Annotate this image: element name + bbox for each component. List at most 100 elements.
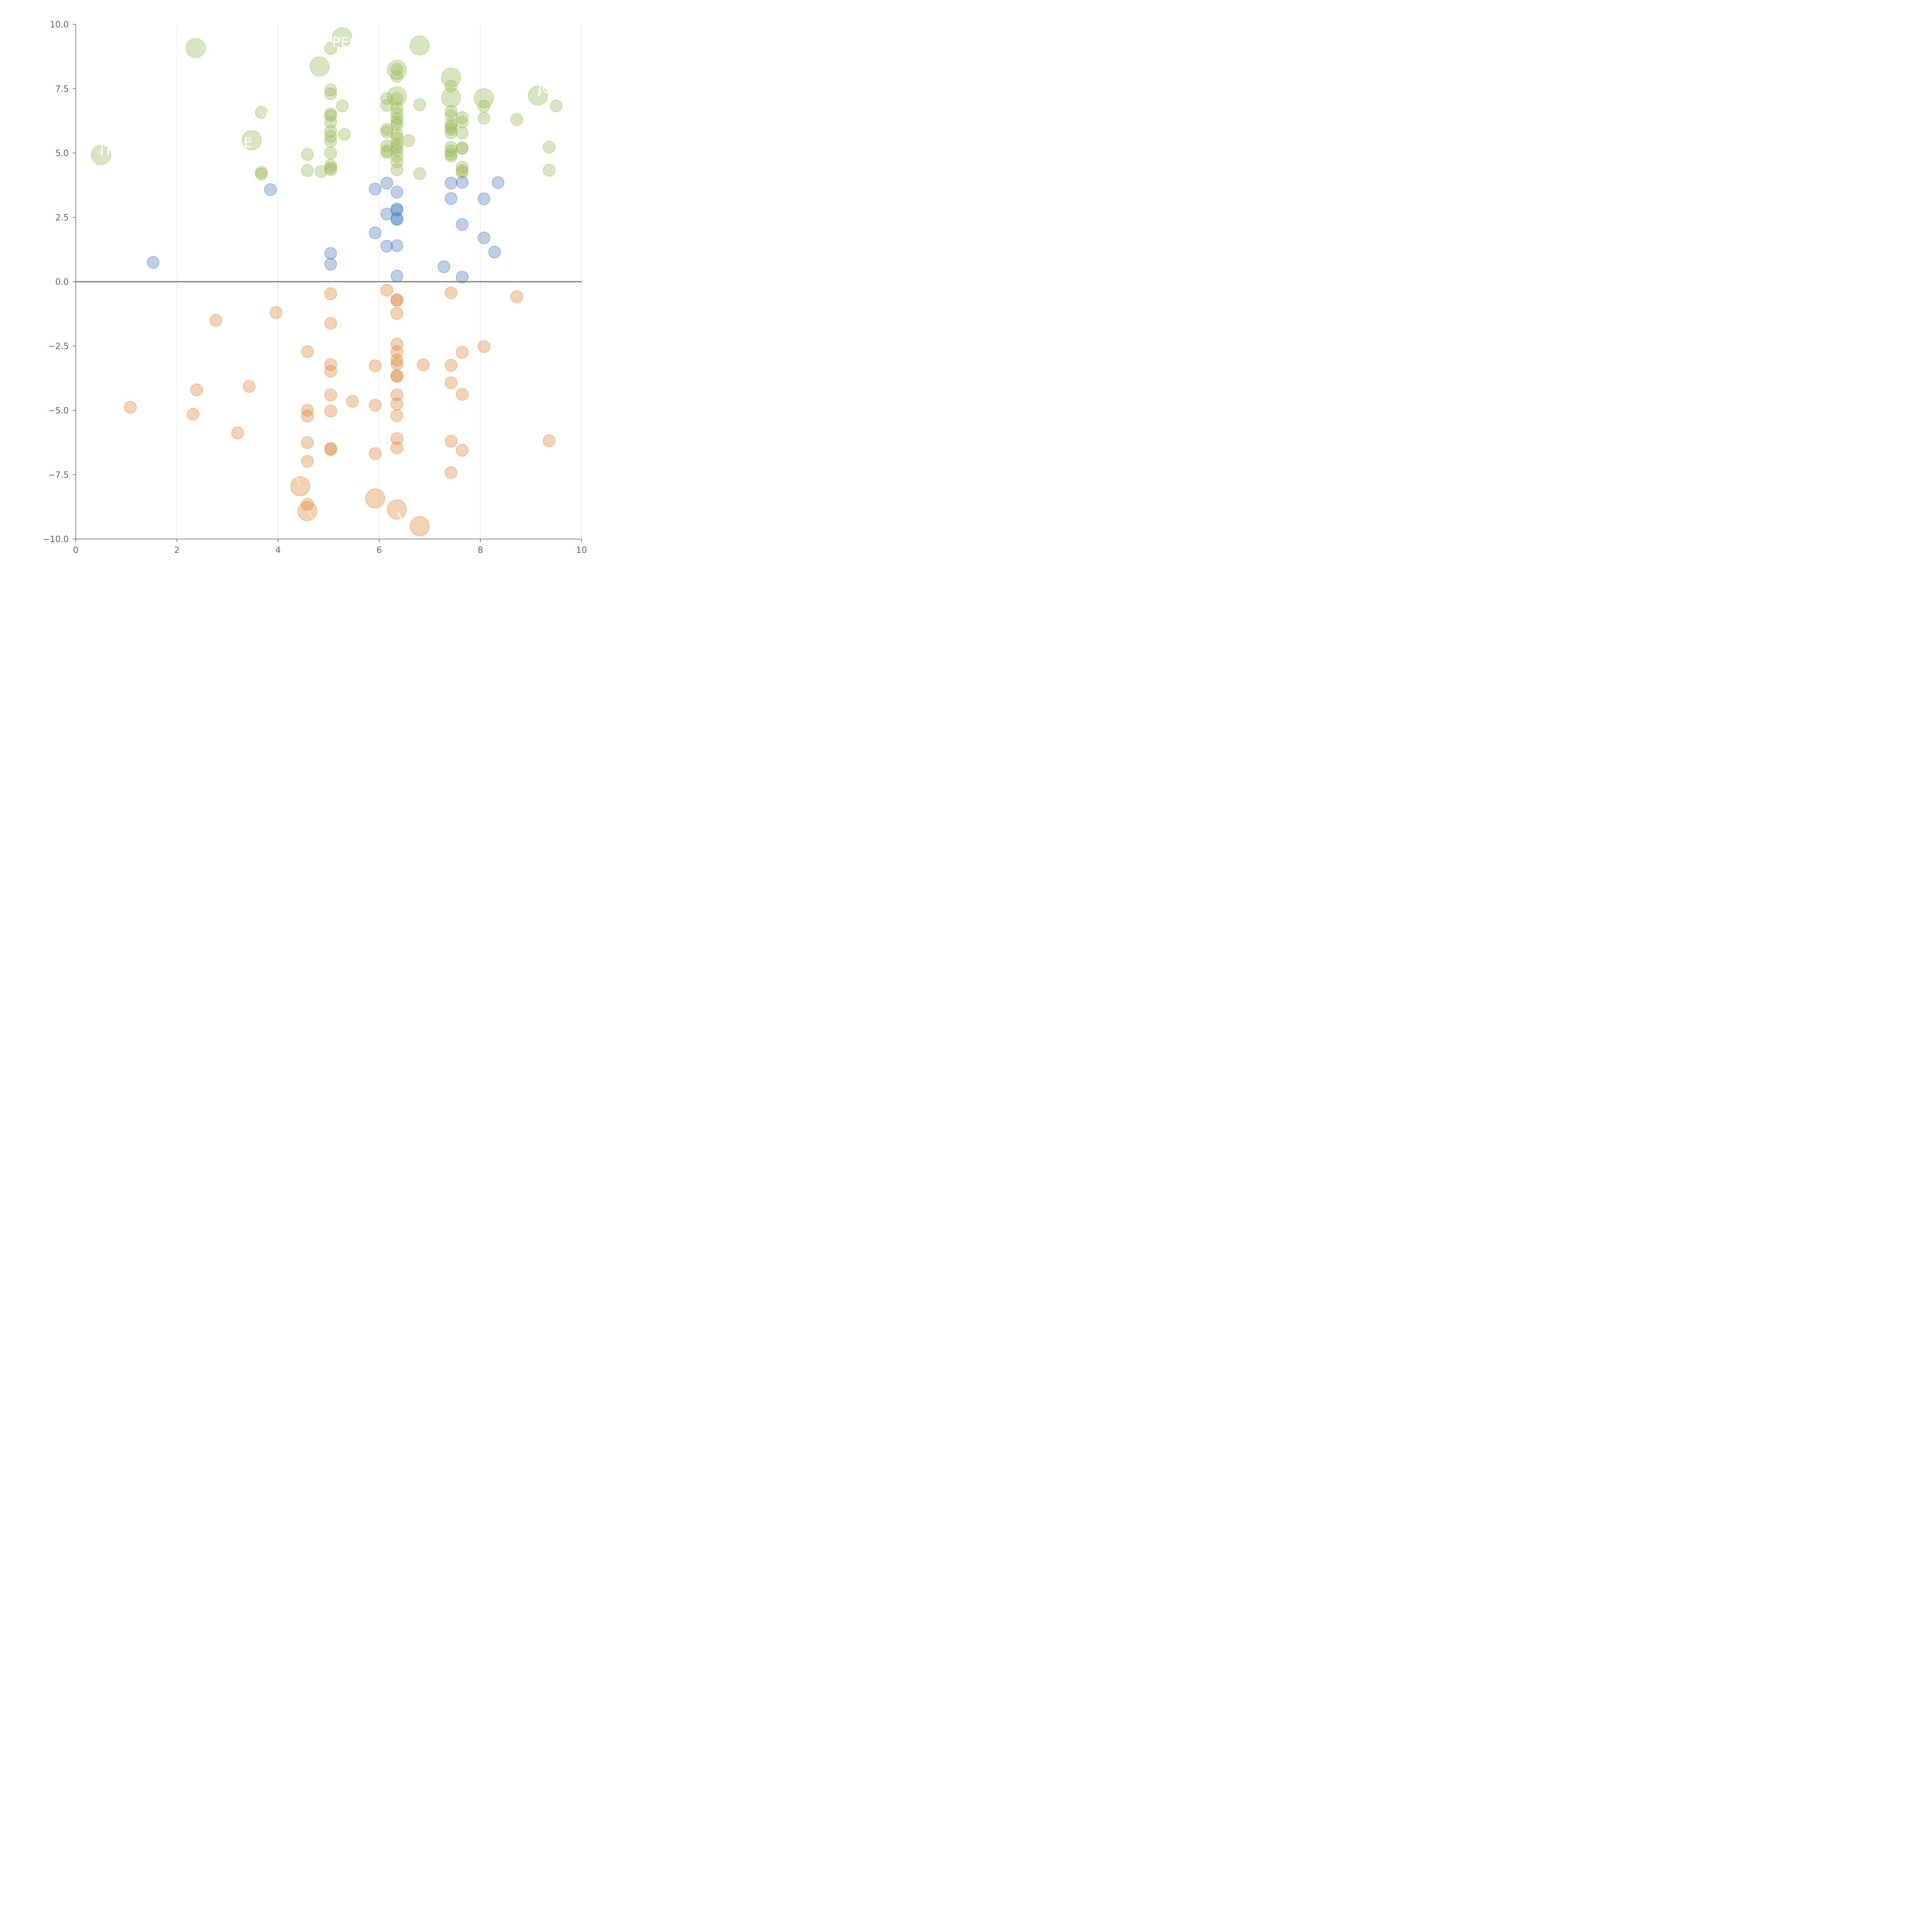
bubble-positive bbox=[324, 159, 337, 172]
bubble-positive bbox=[445, 80, 457, 93]
y-tick-label: 10.0 bbox=[50, 20, 69, 30]
bubble-positive bbox=[380, 99, 393, 112]
bubble-positive bbox=[336, 99, 349, 112]
bubble-neutral bbox=[437, 260, 451, 273]
bubble-neutral bbox=[264, 183, 277, 196]
bubble-labels: PEC JC ITI EI C Vr bbox=[100, 35, 552, 528]
bubble-positive bbox=[445, 126, 457, 139]
x-tick-label: 8 bbox=[478, 546, 483, 555]
bubble-negative bbox=[301, 498, 314, 511]
bubble-negative bbox=[187, 408, 199, 421]
bubble-negative bbox=[301, 410, 314, 422]
x-tick-label: 6 bbox=[376, 546, 382, 555]
bubble-negative bbox=[390, 409, 403, 422]
bubble-positive bbox=[390, 63, 403, 76]
bubble-positive bbox=[387, 60, 407, 80]
bubble-negative bbox=[124, 401, 137, 414]
bubble-positive bbox=[543, 164, 556, 177]
bubble-positive bbox=[185, 38, 206, 58]
bubble-negative bbox=[301, 455, 314, 468]
bubble-positive bbox=[324, 83, 337, 97]
bubble-neutral bbox=[390, 213, 403, 226]
bubble-neutral bbox=[390, 185, 403, 199]
bubble-neutral bbox=[445, 177, 457, 190]
x-tick-label: 4 bbox=[276, 546, 281, 555]
bubble-negative bbox=[390, 441, 403, 454]
bubble-positive bbox=[390, 70, 403, 83]
series-positive bbox=[91, 27, 563, 180]
bubble-positive bbox=[324, 109, 337, 122]
bubble-positive bbox=[324, 146, 337, 160]
bubble-neutral bbox=[478, 192, 490, 205]
bubble-positive bbox=[390, 92, 403, 105]
bubble-negative bbox=[445, 435, 457, 448]
bubble-negative bbox=[417, 358, 430, 371]
bubble-negative bbox=[390, 294, 403, 307]
bubble-positive bbox=[338, 128, 351, 141]
bubble-label: r bbox=[294, 466, 300, 481]
bubble-label: JC bbox=[537, 81, 552, 97]
bubble-positive bbox=[380, 146, 393, 159]
bubble-label: ITI bbox=[100, 143, 117, 158]
bubble-negative bbox=[380, 284, 393, 297]
bubble-positive bbox=[478, 112, 490, 125]
bubble-negative bbox=[456, 346, 469, 359]
series-neutral bbox=[147, 176, 505, 284]
bubble-neutral bbox=[147, 256, 160, 269]
bubble-positive bbox=[543, 141, 556, 153]
bubble-positive bbox=[324, 116, 337, 129]
bubble-negative bbox=[301, 404, 314, 417]
bubble-negative bbox=[209, 314, 222, 327]
bubble-positive bbox=[390, 112, 403, 125]
bubble-positive bbox=[478, 100, 490, 113]
bubble-positive bbox=[380, 92, 393, 105]
grid-lines bbox=[76, 24, 582, 539]
bubble-positive bbox=[324, 87, 337, 100]
bubble-neutral bbox=[380, 240, 393, 253]
bubble-negative bbox=[243, 380, 256, 393]
label-leader-line bbox=[332, 37, 343, 43]
bubble-negative bbox=[324, 365, 337, 378]
bubble-negative bbox=[445, 286, 457, 299]
bubble-positive bbox=[324, 125, 337, 138]
bubble-negative bbox=[390, 398, 403, 410]
y-tick-label: −5.0 bbox=[48, 406, 69, 416]
bubble-neutral bbox=[324, 258, 337, 270]
bubble-negative bbox=[346, 395, 359, 408]
bubble-positive bbox=[402, 134, 415, 147]
bubble-negative bbox=[365, 488, 385, 509]
bubble-positive bbox=[310, 56, 330, 77]
bubble-negative bbox=[301, 436, 314, 449]
bubble-neutral bbox=[456, 270, 469, 284]
bubble-positive bbox=[456, 142, 469, 155]
bubble-negative bbox=[369, 359, 382, 372]
bubble-neutral bbox=[324, 247, 337, 260]
bubble-label: PEC bbox=[332, 35, 359, 51]
bubble-positive bbox=[410, 36, 430, 56]
bubble-negative bbox=[301, 345, 314, 358]
bubble-negative bbox=[445, 466, 457, 479]
bubble-neutral bbox=[369, 182, 382, 196]
bubble-negative bbox=[369, 399, 382, 412]
bubble-negative bbox=[445, 359, 457, 372]
y-tick-label: 0.0 bbox=[55, 277, 69, 287]
bubble-negative bbox=[270, 306, 282, 319]
label-leader-line bbox=[294, 473, 301, 486]
bubble-positive bbox=[390, 107, 403, 120]
bubble-positive bbox=[445, 145, 457, 157]
bubble-positive bbox=[380, 126, 393, 138]
series-negative bbox=[124, 284, 556, 536]
bubble-negative bbox=[510, 290, 523, 303]
bubble-positive bbox=[390, 116, 403, 129]
bubble-positive bbox=[456, 161, 469, 173]
bubble-positive bbox=[390, 156, 403, 168]
bubble-negative bbox=[390, 354, 403, 367]
bubble-negative bbox=[445, 376, 457, 389]
y-tick-label: 5.0 bbox=[55, 149, 69, 158]
label-leader-line bbox=[261, 112, 265, 117]
bubble-negative bbox=[390, 388, 403, 401]
scatter-chart: PEC JC ITI EI C Vr 0 2 4 6 8 10 10.0 7.5 5.0 2.5 0.0 −2.… bbox=[43, 20, 587, 555]
bubble-neutral bbox=[380, 177, 393, 190]
bubble-positive bbox=[324, 163, 337, 176]
bubble-negative bbox=[410, 516, 430, 536]
